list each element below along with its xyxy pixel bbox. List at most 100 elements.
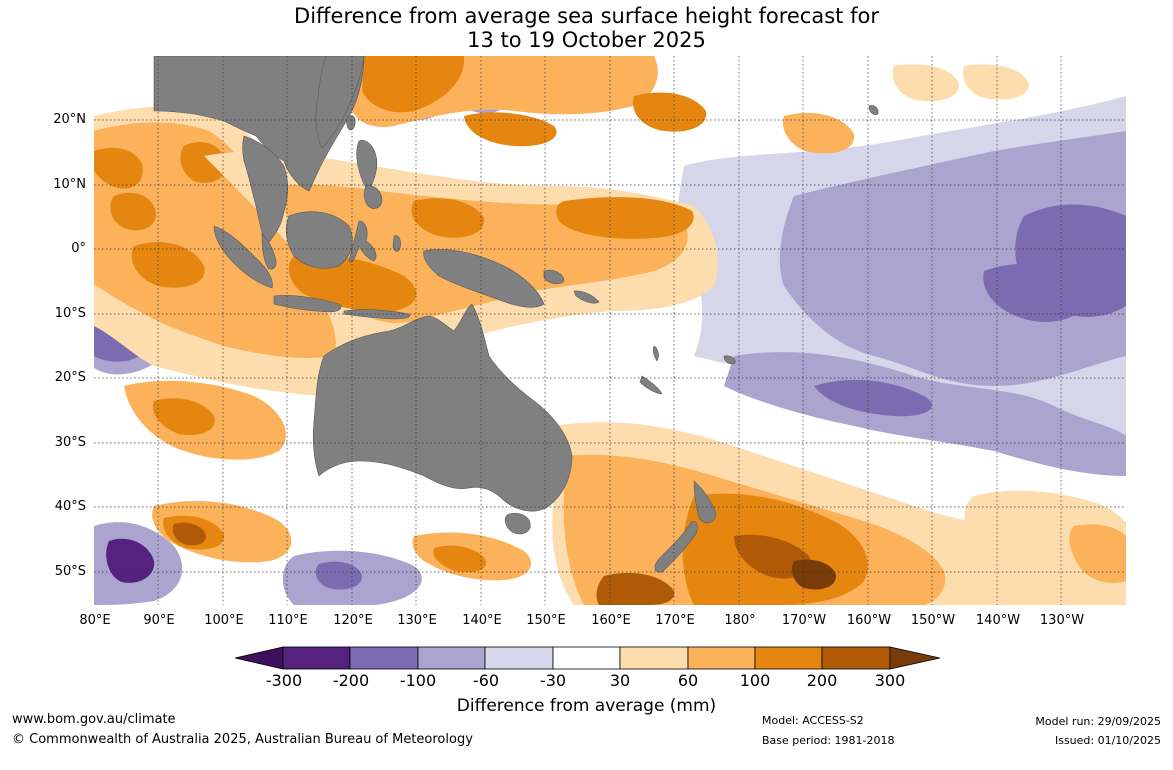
west-pacific-strong-positive-1 — [556, 197, 694, 239]
title-line-2: 13 to 19 October 2025 — [467, 28, 706, 52]
hawaii — [868, 105, 879, 115]
legend-swatch-9 — [821, 646, 891, 670]
southern-ocean-negative-mid-core — [315, 561, 362, 590]
legend-tick-minus-300: -300 — [265, 671, 303, 690]
legend-swatch-1 — [282, 646, 351, 670]
legend-colorbar — [235, 646, 940, 670]
lon-label-160w: 160°W — [846, 613, 892, 628]
lon-label-130e: 130°E — [397, 613, 437, 628]
footer-model: Model: ACCESS-S2 — [762, 714, 864, 727]
legend-tick-100: 100 — [739, 671, 771, 690]
legend-swatch-8 — [754, 646, 823, 670]
title-line-1: Difference from average sea surface heig… — [294, 4, 879, 28]
legend-swatch-7 — [687, 646, 756, 670]
southern-ocean-strong-positive-mid — [433, 545, 487, 573]
lon-label-160e: 160°E — [591, 613, 631, 628]
legend-tick-minus-60: -60 — [472, 671, 500, 690]
south-pacific-strong-negative — [814, 379, 933, 417]
lat-label-10s: 10°S — [54, 306, 86, 321]
footer-issued: Issued: 01/10/2025 — [1054, 734, 1161, 747]
nw-pacific-strong-positive-2 — [464, 112, 557, 147]
tasmania — [504, 513, 531, 535]
lon-label-170e: 170°E — [655, 613, 695, 628]
legend-tick-200: 200 — [806, 671, 838, 690]
lat-label-30s: 30°S — [54, 435, 86, 450]
legend-tick-minus-100: -100 — [399, 671, 437, 690]
east-pacific-mid-negative — [779, 131, 1126, 386]
legend-swatch-2 — [349, 646, 419, 670]
north-pacific-positive-1 — [782, 112, 855, 154]
lon-label-140e: 140°E — [462, 613, 502, 628]
southern-ocean-very-strong-positive — [172, 522, 206, 546]
legend-swatch-5 — [552, 646, 621, 670]
lat-label-50s: 50°S — [54, 564, 86, 579]
tasman-strong-positive — [596, 572, 675, 605]
lon-label-120e: 120°E — [333, 613, 373, 628]
west-pacific-strong-positive-2 — [411, 198, 485, 238]
australia — [312, 303, 573, 512]
legend-swatch-3 — [417, 646, 486, 670]
anomaly-map — [94, 56, 1126, 605]
south-pacific-negative-band — [724, 352, 1126, 476]
new-caledonia — [639, 375, 663, 395]
south-indian-strong-positive — [152, 398, 215, 436]
legend-swatch-below — [235, 646, 284, 670]
lon-label-170w: 170°W — [781, 613, 827, 628]
china-coast — [315, 56, 365, 149]
indian-ocean-strong-positive-4 — [180, 142, 226, 183]
lon-label-180: 180° — [724, 613, 756, 628]
legend-tick-minus-30: -30 — [539, 671, 567, 690]
fiji — [723, 355, 736, 365]
taiwan — [346, 115, 356, 131]
lat-label-20n: 20°N — [53, 112, 86, 127]
nz-north-island — [693, 480, 717, 524]
legend-tick-60: 60 — [677, 671, 699, 690]
malay-peninsula — [261, 233, 277, 270]
solomon-islands — [573, 290, 600, 304]
legend-swatch-above — [889, 646, 940, 670]
lon-label-150e: 150°E — [526, 613, 566, 628]
indian-ocean-strong-positive-3 — [131, 242, 205, 288]
lon-label-140w: 140°W — [975, 613, 1021, 628]
legend-tick-30: 30 — [609, 671, 631, 690]
footer-website: www.bom.gov.au/climate — [12, 712, 176, 727]
east-pacific-strong-negative-2 — [983, 263, 1086, 322]
legend-swatch-6 — [619, 646, 689, 670]
nw-pacific-strong-positive-3 — [633, 92, 707, 132]
lon-label-80e: 80°E — [79, 613, 111, 628]
lat-label-10n: 10°N — [53, 177, 86, 192]
north-pacific-positive-2 — [892, 64, 960, 102]
java — [273, 295, 342, 313]
indonesia-strong-positive — [288, 254, 417, 312]
land-masses — [153, 56, 879, 573]
legend-title: Difference from average (mm) — [456, 696, 717, 716]
lat-label-equator: 0° — [71, 241, 86, 256]
nz-very-strong-positive-2 — [792, 559, 836, 590]
lesser-sunda — [343, 309, 411, 320]
north-pacific-positive-3 — [963, 64, 1029, 100]
sulawesi — [348, 220, 377, 263]
graticule — [94, 56, 1126, 605]
bismarck — [543, 269, 565, 285]
new-guinea — [423, 249, 545, 308]
maluku — [392, 235, 401, 252]
legend-swatch-4 — [484, 646, 554, 670]
lon-label-100e: 100°E — [204, 613, 244, 628]
borneo — [285, 211, 353, 269]
sumatra — [213, 225, 273, 289]
footer-base-period: Base period: 1981-2018 — [762, 734, 895, 747]
footer-model-run: Model run: 29/09/2025 — [1035, 715, 1161, 728]
lon-label-130w: 130°W — [1039, 613, 1085, 628]
lon-label-90e: 90°E — [143, 613, 175, 628]
legend-tick-300: 300 — [874, 671, 906, 690]
mindanao — [363, 185, 383, 209]
nw-pacific-strong-positive-1 — [362, 56, 465, 113]
lat-label-20s: 20°S — [54, 370, 86, 385]
south-pacific-east-positive-core — [1069, 524, 1126, 583]
lon-label-110e: 110°E — [268, 613, 308, 628]
indian-ocean-strong-positive-1 — [94, 147, 143, 189]
indian-ocean-strong-positive-2 — [110, 192, 156, 231]
lon-label-150w: 150°W — [910, 613, 956, 628]
map-title: Difference from average sea surface heig… — [0, 4, 1173, 52]
lat-label-40s: 40°S — [54, 499, 86, 514]
